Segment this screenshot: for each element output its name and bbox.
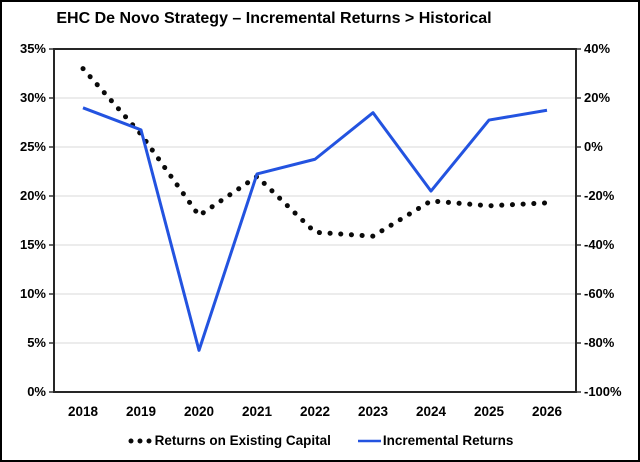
left-axis-tick-label: 35% — [19, 41, 46, 56]
right-axis-tick-label: -40% — [584, 237, 615, 252]
left-axis-tick-label: 10% — [19, 286, 46, 301]
x-axis-tick-label: 2024 — [415, 404, 447, 419]
line-series-swatch-icon — [357, 439, 381, 442]
legend-label-incremental: Incremental Returns — [382, 433, 514, 448]
x-axis-tick-label: 2018 — [67, 404, 99, 419]
right-axis-tick-label: 0% — [584, 139, 603, 154]
x-axis-tick-label: 2020 — [183, 404, 215, 419]
right-axis-tick-label: -80% — [584, 335, 615, 350]
right-axis-tick-label: 20% — [584, 90, 611, 105]
right-axis-tick-label: -60% — [584, 286, 615, 301]
right-axis-tick-label: 40% — [584, 41, 611, 56]
right-axis-tick-label: -100% — [584, 384, 622, 399]
legend: Returns on Existing Capital Incremental … — [2, 433, 638, 448]
x-axis-tick-label: 2022 — [299, 404, 331, 419]
legend-label-returns-existing: Returns on Existing Capital — [154, 433, 331, 448]
left-axis-tick-label: 15% — [19, 237, 46, 252]
chart-title: EHC De Novo Strategy – Incremental Retur… — [56, 10, 492, 27]
x-axis-tick-label: 2019 — [125, 404, 157, 419]
x-axis-tick-label: 2026 — [531, 404, 563, 419]
x-axis-tick-label: 2025 — [473, 404, 505, 419]
left-axis-tick-label: 20% — [19, 188, 46, 203]
left-axis-tick-label: 25% — [19, 139, 46, 154]
dotted-series-swatch-icon — [128, 438, 152, 443]
left-axis-tick-label: 0% — [27, 384, 46, 399]
left-axis-tick-label: 30% — [19, 90, 46, 105]
left-axis-tick-label: 5% — [27, 335, 46, 350]
x-axis-tick-label: 2023 — [357, 404, 389, 419]
legend-item-incremental: Incremental Returns — [357, 433, 514, 448]
right-axis-tick-label: -20% — [584, 188, 615, 203]
legend-item-returns-existing: Returns on Existing Capital — [127, 433, 331, 448]
x-axis-tick-label: 2021 — [241, 404, 273, 419]
